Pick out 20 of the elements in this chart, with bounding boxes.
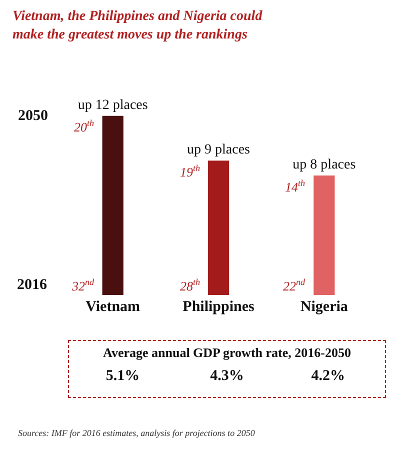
text: Average annual GDP growth rate, 2016-2050	[102, 345, 352, 361]
annotation: 22$^{nd}$	[283, 277, 306, 294]
annotation: 32$^{nd}$	[71, 277, 95, 294]
source-note: Sources: IMF for 2016 estimates, analysis for projections to 2050	[18, 428, 255, 438]
data-label: 5.1%	[104, 368, 141, 385]
data-label: up 9 places	[187, 142, 250, 158]
x-tick-label: Philippines	[182, 299, 255, 315]
annotation: 14$^{th}$	[285, 178, 306, 194]
annotation: 28$^{th}$	[180, 277, 201, 294]
x-tick-label: Vietnam	[86, 299, 141, 315]
x-tick-label: Nigeria	[300, 299, 348, 315]
annotation: 20$^{th}$	[74, 118, 95, 134]
data-label: 4.2%	[310, 368, 346, 385]
annotation: 19$^{th}$	[180, 163, 201, 180]
data-label: 4.3%	[209, 368, 245, 385]
chart-title: Vietnam, the Philippines and Nigeria could make the greatest moves up the rankings	[12, 9, 264, 42]
data-label: up 8 places	[292, 158, 356, 173]
data-label: up 12 places	[78, 98, 148, 113]
text: 2050	[18, 108, 48, 124]
text: 2016	[17, 277, 48, 293]
